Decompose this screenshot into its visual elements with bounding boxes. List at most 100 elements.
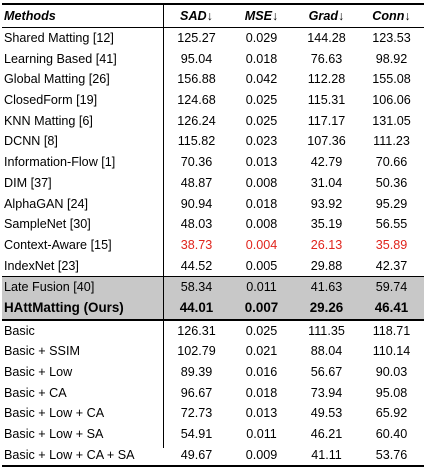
table-row: ClosedForm [19] 124.68 0.025 115.31 106.06 — [2, 90, 424, 111]
metric-cell: 48.03 — [180, 217, 213, 232]
metric-cell: 106.06 — [372, 93, 411, 108]
metric-cell: 76.63 — [310, 51, 343, 66]
metric-cell: 102.79 — [177, 344, 216, 359]
table-row: AlphaGAN [24] 90.94 0.018 93.92 95.29 — [2, 194, 424, 215]
metric-cell: 117.17 — [307, 113, 346, 128]
metric-cell: 0.009 — [245, 447, 278, 462]
metric-cell: 96.67 — [180, 385, 213, 400]
method-name: IndexNet [23] — [4, 258, 79, 273]
metric-cell: 0.025 — [245, 93, 278, 108]
method-name: Learning Based [41] — [4, 51, 117, 66]
metric-cell: 110.14 — [372, 344, 411, 359]
table-row: Late Fusion [40] 58.34 0.011 41.63 59.74 — [2, 276, 424, 298]
prior-methods-section: Shared Matting [12] 125.27 0.029 144.28 123.… — [2, 27, 424, 276]
metric-cell: 26.13 — [310, 237, 343, 252]
metric-cell: 0.008 — [245, 217, 278, 232]
method-name: Late Fusion [40] — [4, 280, 95, 295]
metric-cell: 111.35 — [308, 323, 345, 338]
metric-cell: 49.67 — [180, 447, 213, 462]
metric-cell: 0.007 — [244, 299, 279, 315]
method-name: Basic + Low + CA + SA — [4, 447, 135, 462]
table-row: DIM [37] 48.87 0.008 31.04 50.36 — [2, 173, 424, 194]
metric-cell: 59.74 — [375, 280, 408, 295]
table-row: IndexNet [23] 44.52 0.005 29.88 42.37 — [2, 256, 424, 277]
metric-cell: 0.013 — [245, 406, 278, 421]
metric-cell: 131.05 — [372, 113, 411, 128]
method-name: AlphaGAN [24] — [4, 196, 89, 211]
metric-cell: 0.018 — [245, 51, 278, 66]
metric-cell: 156.88 — [177, 72, 216, 87]
method-name: DCNN [8] — [4, 134, 58, 149]
metric-cell: 0.008 — [245, 175, 278, 190]
metric-cell: 31.04 — [310, 175, 343, 190]
metric-cell: 41.63 — [310, 280, 343, 295]
method-name: Basic + Low + SA — [4, 427, 104, 442]
metric-cell: 115.31 — [307, 93, 346, 108]
method-name: Basic + CA — [4, 385, 67, 400]
metric-cell: 0.023 — [245, 134, 278, 149]
method-name: KNN Matting [6] — [4, 113, 93, 128]
metric-cell: 144.28 — [307, 31, 346, 45]
results-table: Methods SAD↓ MSE↓ Grad↓ Conn↓ Shared Mat… — [2, 3, 424, 467]
metric-cell: 0.025 — [245, 323, 278, 338]
metric-cell: 73.94 — [310, 385, 343, 400]
metric-cell: 56.55 — [375, 217, 408, 232]
metric-cell: 126.31 — [177, 323, 216, 338]
table-row: HAttMatting (Ours) 44.01 0.007 29.26 46.41 — [2, 298, 424, 319]
metric-cell: 95.04 — [180, 51, 213, 66]
metric-cell: 42.79 — [310, 155, 343, 170]
header-sad: SAD↓ — [180, 9, 213, 23]
table-row: Basic + CA 96.67 0.018 73.94 95.08 — [2, 383, 424, 404]
method-name: ClosedForm [19] — [4, 93, 98, 108]
metric-cell: 44.52 — [180, 258, 213, 273]
metric-cell: 72.73 — [180, 406, 213, 421]
metric-cell: 0.011 — [246, 427, 277, 442]
metric-cell: 111.23 — [373, 134, 410, 149]
metric-cell: 0.018 — [245, 196, 278, 211]
method-name: Context-Aware [15] — [4, 237, 112, 252]
fusion-section: Late Fusion [40] 58.34 0.011 41.63 59.74 HAtt… — [2, 276, 424, 319]
header-row: Methods SAD↓ MSE↓ Grad↓ Conn↓ — [2, 3, 424, 27]
metric-cell: 38.73 — [180, 237, 213, 252]
metric-cell: 42.37 — [375, 258, 408, 273]
metric-cell: 89.39 — [180, 365, 213, 379]
table-row: SampleNet [30] 48.03 0.008 35.19 56.55 — [2, 214, 424, 235]
table-row: Basic + Low + CA + SA 49.67 0.009 41.11 53.7… — [2, 445, 424, 466]
table-row: Basic + Low + CA 72.73 0.013 49.53 65.92 — [2, 403, 424, 424]
table-row: DCNN [8] 115.82 0.023 107.36 111.23 — [2, 131, 424, 152]
method-name: Basic + Low — [4, 365, 73, 379]
metric-cell: 90.94 — [180, 196, 213, 211]
metric-cell: 60.40 — [375, 427, 408, 442]
metric-cell: 107.36 — [307, 134, 346, 149]
metric-cell: 58.34 — [180, 280, 213, 295]
header-grad: Grad↓ — [308, 9, 345, 23]
header-methods: Methods — [4, 9, 56, 23]
metric-cell: 98.92 — [375, 51, 408, 66]
table-row: KNN Matting [6] 126.24 0.025 117.17 131.05 — [2, 111, 424, 132]
metric-cell: 0.004 — [245, 237, 278, 252]
metric-cell: 0.013 — [245, 155, 278, 170]
metric-cell: 35.89 — [375, 237, 408, 252]
metric-cell: 0.029 — [245, 31, 278, 45]
header-mse: MSE↓ — [244, 9, 279, 23]
metric-cell: 124.68 — [177, 93, 216, 108]
table-row: Basic 126.31 0.025 111.35 118.71 — [2, 318, 424, 342]
metric-cell: 53.76 — [375, 447, 408, 462]
metric-cell: 126.24 — [177, 113, 216, 128]
table-row: Information-Flow [1] 70.36 0.013 42.79 70.66 — [2, 152, 424, 173]
metric-cell: 70.66 — [375, 155, 408, 170]
method-name: Shared Matting [12] — [4, 31, 114, 45]
metric-cell: 46.21 — [310, 427, 343, 442]
method-name: SampleNet [30] — [4, 217, 91, 232]
table-row: Shared Matting [12] 125.27 0.029 144.28 123.… — [2, 27, 424, 49]
metric-cell: 118.71 — [372, 323, 411, 338]
metric-cell: 46.41 — [374, 299, 409, 315]
metric-cell: 125.27 — [177, 31, 216, 45]
table-row: Basic + SSIM 102.79 0.021 88.04 110.14 — [2, 341, 424, 362]
metric-cell: 35.19 — [310, 217, 343, 232]
header-conn: Conn↓ — [372, 9, 411, 23]
metric-cell: 65.92 — [375, 406, 408, 421]
metric-cell: 0.005 — [245, 258, 278, 273]
metric-cell: 41.11 — [311, 447, 342, 462]
method-name: DIM [37] — [4, 175, 52, 190]
